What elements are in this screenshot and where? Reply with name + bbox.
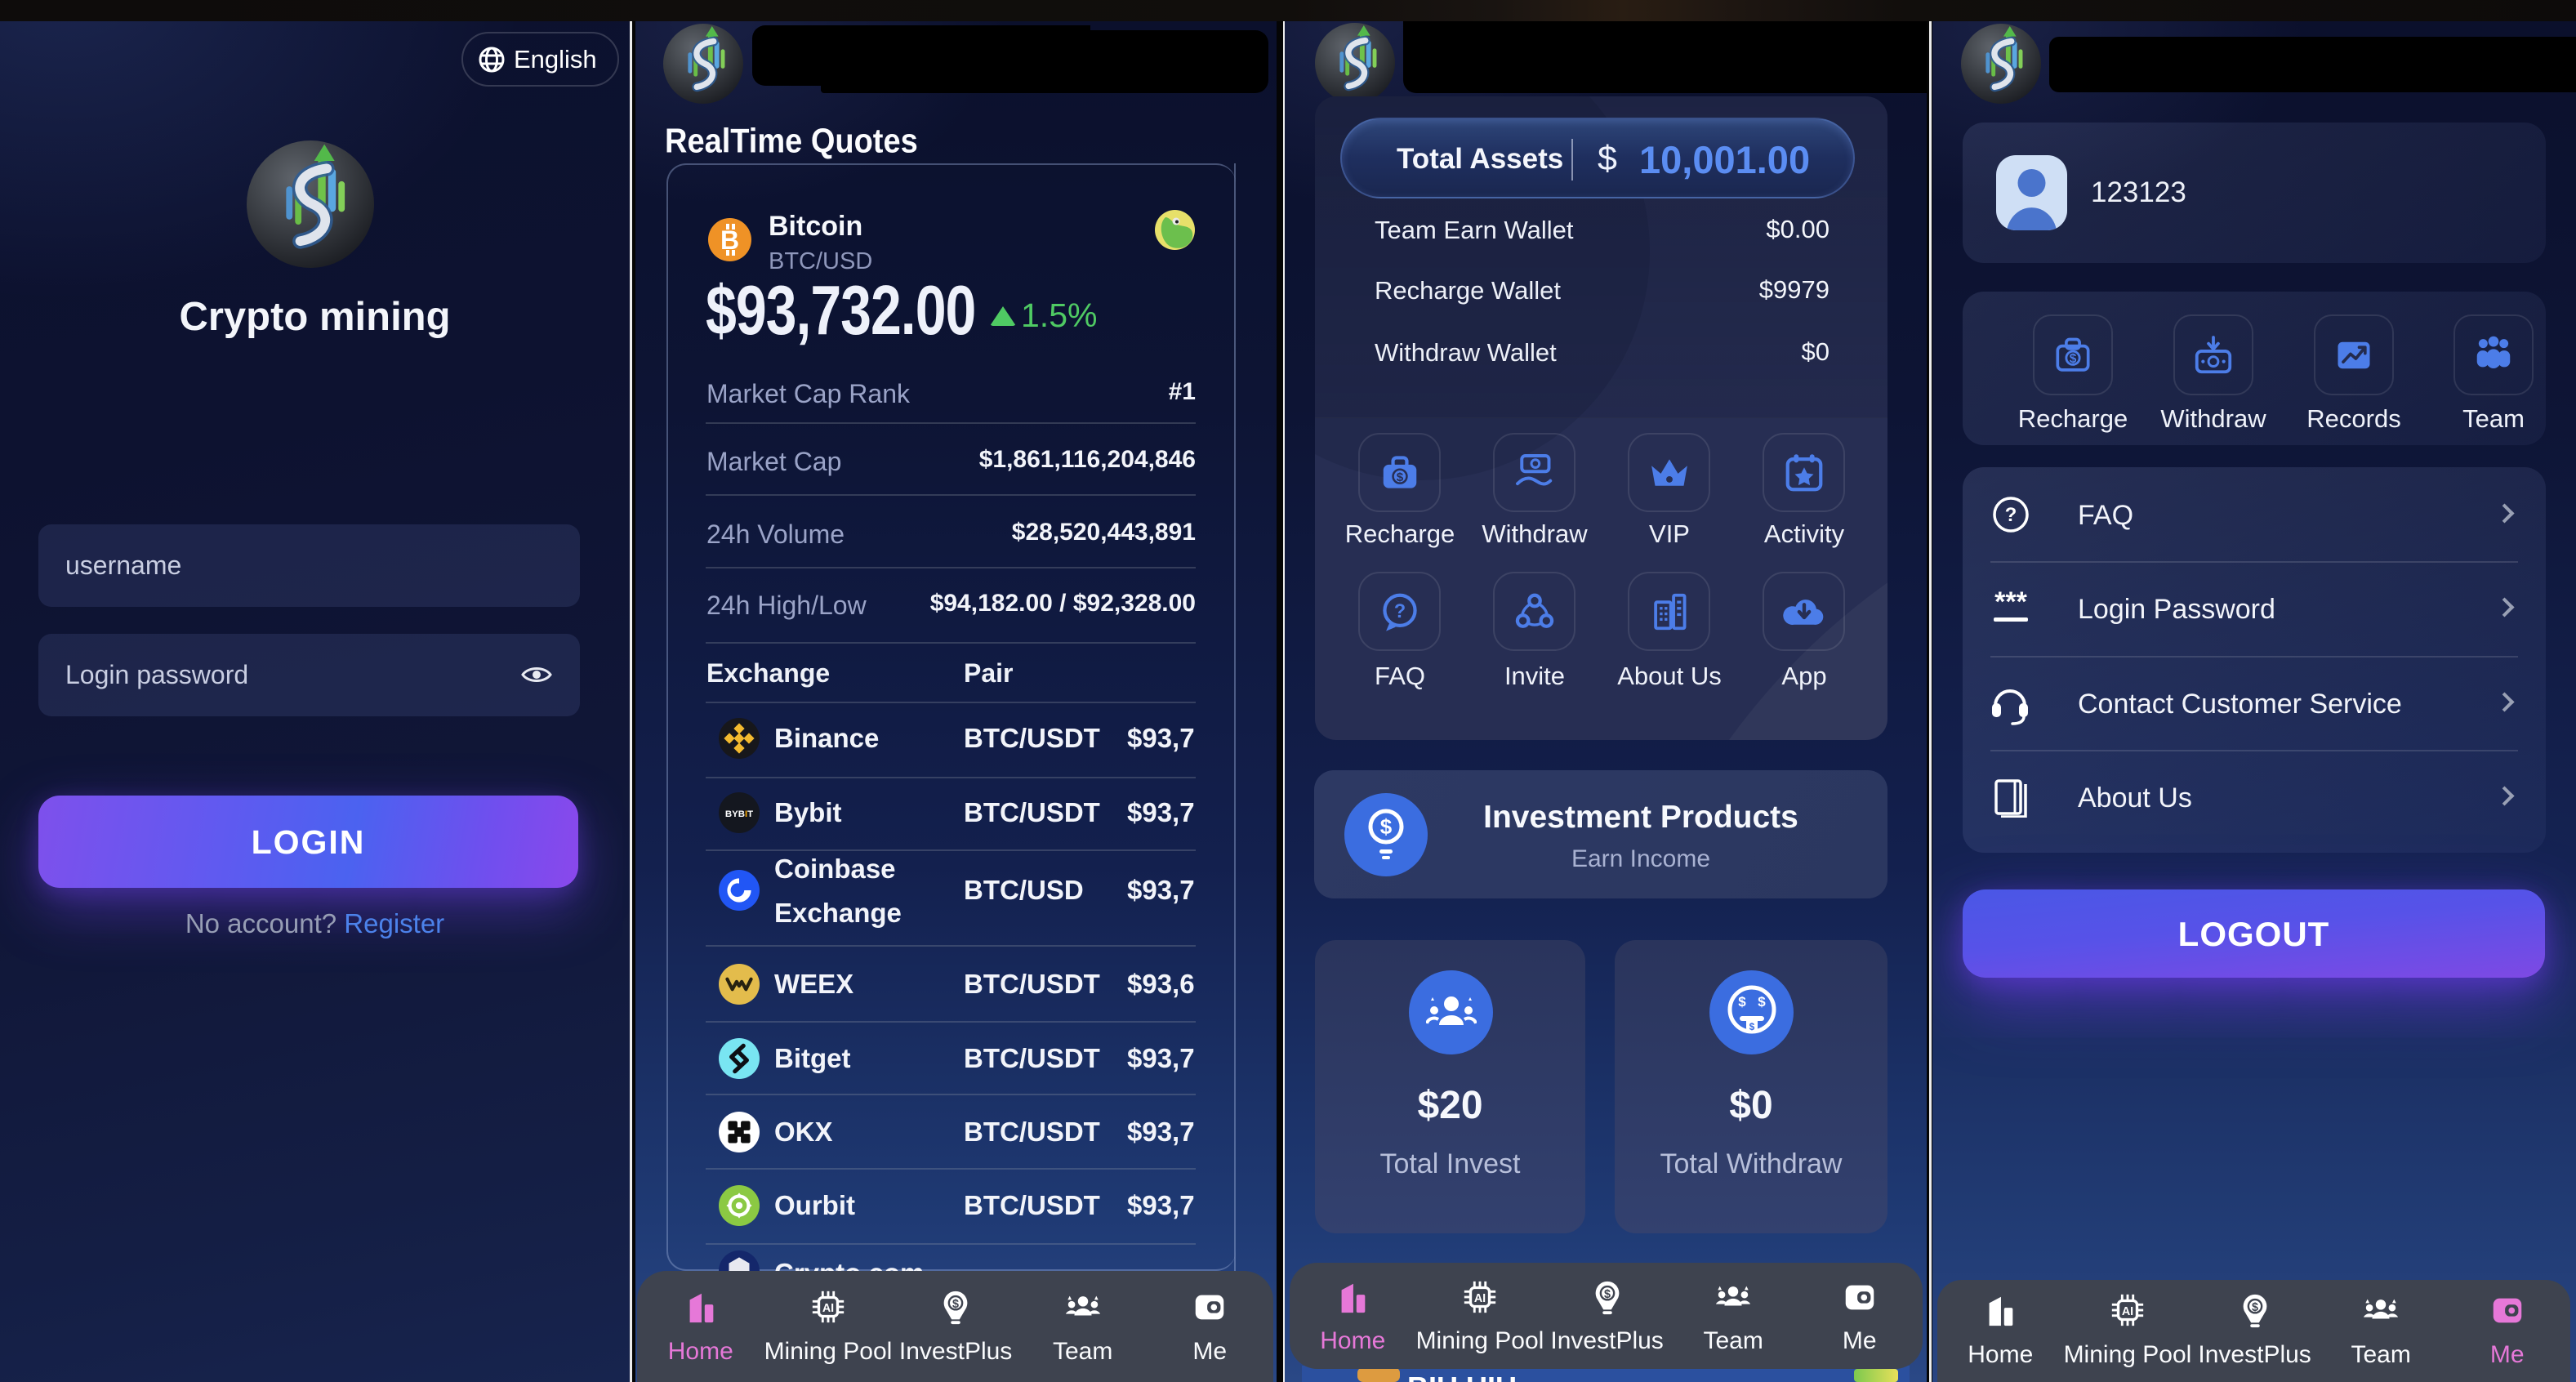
svg-text:?: ? [2005,504,2017,526]
svg-text:$: $ [2070,351,2077,365]
svg-text:B: B [720,225,739,255]
svg-text:$: $ [1604,1288,1611,1301]
svg-text:$: $ [2252,1301,2258,1314]
svg-text:$: $ [1758,994,1766,1010]
svg-text:$: $ [1749,1021,1755,1032]
svg-text:AI: AI [1474,1292,1486,1305]
svg-text:***: *** [1994,590,2027,617]
svg-text:$: $ [1396,470,1403,484]
svg-text:AI: AI [822,1302,834,1315]
svg-text:$: $ [952,1298,959,1311]
svg-text:AI: AI [2122,1305,2133,1318]
svg-text:BYBIT: BYBIT [725,809,753,819]
svg-text:?: ? [1393,600,1405,622]
svg-text:$: $ [1380,814,1393,839]
svg-text:$: $ [1738,994,1746,1010]
